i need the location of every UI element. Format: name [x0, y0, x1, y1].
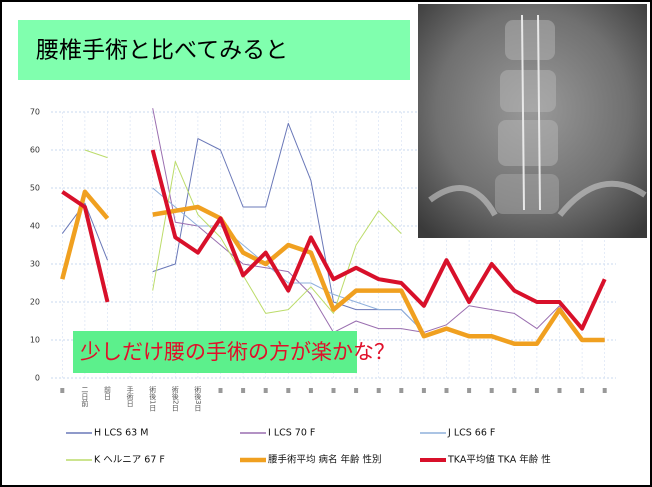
- x-tick-mark: [603, 388, 607, 393]
- x-tick-mark: [377, 388, 381, 393]
- x-tick-mark: [422, 388, 426, 393]
- y-tick-label: 60: [30, 146, 40, 155]
- x-tick-mark: [490, 388, 494, 393]
- x-tick-mark: [512, 388, 516, 393]
- legend-label: K ヘルニア 67 F: [94, 455, 165, 466]
- y-tick-label: 70: [30, 108, 40, 117]
- legend-label: 腰手術平均 病名 年齢 性別: [268, 454, 382, 466]
- x-tick-mark: [535, 388, 539, 393]
- x-tick-label: 術後1日: [149, 385, 157, 412]
- y-tick-label: 40: [30, 222, 40, 231]
- x-tick-mark: [558, 388, 562, 393]
- xray-image: [418, 4, 647, 238]
- x-tick-mark: [467, 388, 471, 393]
- x-tick-label: 前日: [104, 385, 112, 401]
- x-tick-label: 術後2日: [171, 385, 179, 412]
- annotation: 少しだけ腰の手術の方が楽かな？: [80, 340, 395, 364]
- x-tick-mark: [264, 388, 268, 393]
- x-tick-label: 術後3日: [194, 385, 202, 412]
- y-tick-label: 50: [30, 184, 40, 193]
- legend-label: J LCS 66 F: [447, 428, 495, 439]
- x-tick-mark: [580, 388, 584, 393]
- x-tick-mark: [60, 388, 64, 393]
- legend-label: TKA平均値 TKA 年齢 性: [447, 454, 551, 466]
- legend-label: H LCS 63 M: [94, 428, 148, 439]
- x-tick-mark: [445, 388, 449, 393]
- x-tick-mark: [219, 388, 223, 393]
- x-tick-mark: [332, 388, 336, 393]
- chart-title: 腰椎手術と比べてみると: [36, 38, 288, 64]
- x-tick-mark: [286, 388, 290, 393]
- y-tick-label: 0: [35, 374, 40, 383]
- y-tick-label: 30: [30, 260, 40, 269]
- slide: 0 10 20 30 40 50 60 70 二日前 前日 手術日 術後1日 術後2日 術後3日 腰椎手術…: [0, 0, 652, 487]
- x-tick-mark: [309, 388, 313, 393]
- x-tick-mark: [354, 388, 358, 393]
- legend-label: I LCS 70 F: [268, 428, 315, 439]
- x-tick-mark: [241, 388, 245, 393]
- x-tick-mark: [399, 388, 403, 393]
- x-tick-label: 二日前: [81, 386, 89, 408]
- y-tick-label: 20: [30, 298, 40, 307]
- x-tick-label: 手術日: [126, 385, 134, 408]
- y-tick-label: 10: [30, 336, 40, 345]
